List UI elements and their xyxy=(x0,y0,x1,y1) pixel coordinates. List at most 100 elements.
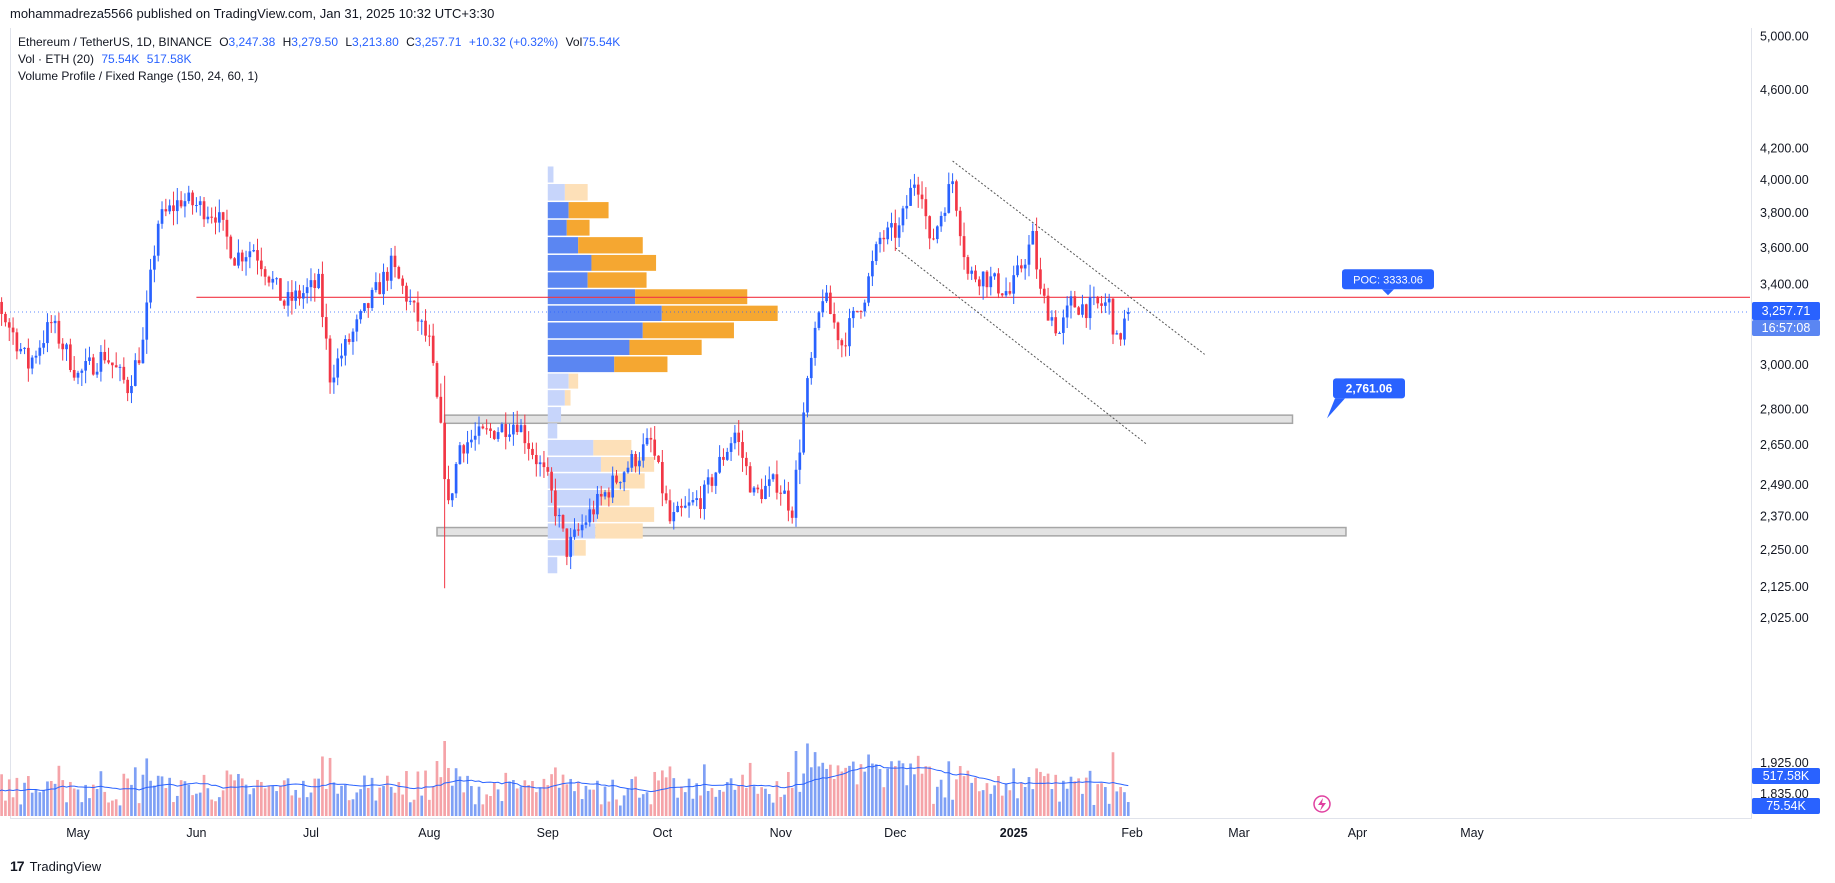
candle-body xyxy=(660,462,664,494)
legend-symbol[interactable]: Ethereum / TetherUS, 1D, BINANCE xyxy=(18,35,212,49)
candle-body xyxy=(603,492,607,497)
volume-bar xyxy=(428,799,431,816)
candle-body xyxy=(1016,265,1019,276)
poc-label-bg xyxy=(1342,269,1434,290)
volume-bar xyxy=(504,772,508,816)
volume-bar xyxy=(359,789,362,816)
volume-profile-up-16 xyxy=(547,439,594,456)
y-tick-label: 2,490.00 xyxy=(1760,478,1809,492)
volume-bar xyxy=(374,800,378,816)
volume-bar xyxy=(592,789,595,816)
volume-bar xyxy=(447,767,450,816)
volume-bar xyxy=(809,767,813,816)
candle-body xyxy=(523,425,527,444)
candle-body xyxy=(91,357,95,375)
volume-bar xyxy=(1054,774,1058,816)
tradingview-brand[interactable]: TradingView xyxy=(29,858,102,874)
volume-bar xyxy=(420,795,424,816)
volume-bar xyxy=(351,799,355,816)
vol-last-badge: 75.54K xyxy=(1766,799,1806,813)
candle-body xyxy=(557,514,561,517)
volume-bar xyxy=(1039,771,1042,816)
candle-body xyxy=(374,282,378,290)
volume-bar xyxy=(202,774,206,816)
volume-bar xyxy=(405,771,408,816)
volume-bar xyxy=(844,767,847,816)
volume-bar xyxy=(878,769,882,816)
volume-bar xyxy=(313,778,317,816)
volume-bar xyxy=(378,787,382,816)
candle-body xyxy=(519,425,523,433)
volume-bar xyxy=(775,781,779,816)
volume-profile-up-17 xyxy=(547,457,601,472)
volume-bar xyxy=(924,766,928,816)
volume-bar xyxy=(974,777,977,816)
x-tick-label: Feb xyxy=(1121,826,1143,840)
volume-bar xyxy=(706,791,710,816)
volume-bar xyxy=(485,794,488,816)
candle-body xyxy=(168,205,171,212)
volume-bar xyxy=(565,784,569,816)
candle-body xyxy=(30,357,34,369)
volume-bar xyxy=(454,768,458,816)
volume-bar xyxy=(366,787,370,816)
volume-bar xyxy=(794,751,798,816)
candle-body xyxy=(11,327,15,333)
countdown-badge: 16:57:08 xyxy=(1762,321,1811,335)
candle-body xyxy=(886,227,890,240)
candle-body xyxy=(34,355,38,358)
legend-volume-profile-row[interactable]: Volume Profile / Fixed Range (150, 24, 6… xyxy=(18,68,620,85)
volume-bar xyxy=(588,789,592,816)
candle-body xyxy=(997,273,1000,294)
volume-bar xyxy=(27,776,30,816)
volume-bar xyxy=(1123,792,1126,816)
volume-bar xyxy=(324,788,328,816)
candle-body xyxy=(546,467,550,472)
candle-body xyxy=(1004,291,1008,296)
volume-bar xyxy=(19,804,23,816)
candle-body xyxy=(424,320,427,336)
candle-body xyxy=(775,474,779,493)
volume-bar xyxy=(825,768,828,816)
marked-level-pointer xyxy=(1327,398,1345,419)
candle-body xyxy=(225,219,229,237)
volume-bar xyxy=(527,784,530,816)
candle-body xyxy=(878,237,882,245)
candle-body xyxy=(943,212,947,216)
x-tick-label: Jun xyxy=(186,826,206,840)
candle-body xyxy=(599,493,603,497)
volume-bar xyxy=(294,789,298,816)
volume-bar xyxy=(672,778,676,816)
volume-bar xyxy=(634,776,637,816)
volume-bar xyxy=(607,801,611,816)
tradingview-logo-icon[interactable]: 17 xyxy=(10,858,25,874)
candle-body xyxy=(72,369,76,378)
volume-bar xyxy=(573,791,576,816)
candle-body xyxy=(183,201,187,207)
candle-body xyxy=(217,212,221,223)
candle-body xyxy=(790,510,794,518)
volume-bar xyxy=(114,799,118,816)
legend-vol-indicator-value1: 75.54K xyxy=(101,52,140,66)
channel-lower-line xyxy=(894,247,1148,446)
candle-body xyxy=(1119,333,1122,340)
candle-body xyxy=(718,456,721,473)
volume-bar xyxy=(198,792,202,816)
volume-bar xyxy=(615,799,618,816)
candle-body xyxy=(416,302,420,322)
volume-profile-down-10 xyxy=(629,339,702,355)
volume-profile-down-13 xyxy=(564,390,571,406)
legend-volume-indicator-row[interactable]: Vol · ETH (20) 75.54K 517.58K xyxy=(18,51,620,68)
candle-body xyxy=(443,422,446,480)
candle-body xyxy=(531,448,534,455)
volume-bar xyxy=(821,762,825,816)
volume-bar xyxy=(966,770,970,816)
volume-bar xyxy=(1008,790,1012,816)
candle-body xyxy=(1100,303,1103,306)
volume-bar xyxy=(141,774,145,816)
candle-body xyxy=(890,223,893,228)
y-tick-label: 5,000.00 xyxy=(1760,30,1809,44)
volume-bar xyxy=(34,789,38,816)
candle-body xyxy=(1039,269,1042,289)
